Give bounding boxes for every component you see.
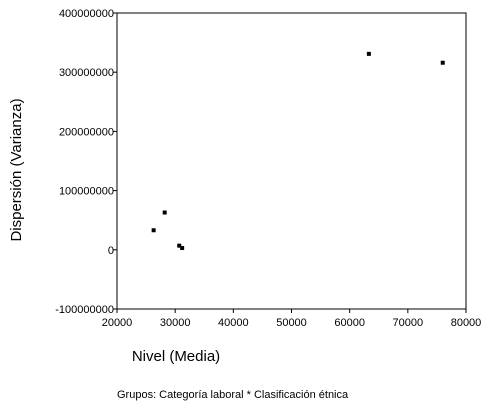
x-tick-label: 60000 [334, 317, 365, 329]
x-tick-label: 50000 [276, 317, 307, 329]
data-points [151, 51, 445, 251]
y-tick-label: 400000000 [59, 8, 114, 20]
x-tick-label: 30000 [160, 317, 191, 329]
data-point [366, 51, 371, 56]
x-tick-label: 70000 [393, 317, 424, 329]
y-tick-label: 200000000 [59, 126, 114, 138]
groups-footnote: Grupos: Categoría laboral * Clasificació… [117, 389, 349, 401]
y-axis-ticks: -100000000 0 100000000 200000000 300000000 40… [55, 8, 117, 316]
y-axis-title: Dispersión (Varianza) [8, 98, 25, 241]
x-axis-ticks: 20000 30000 40000 50000 60000 70000 80000 [102, 309, 482, 329]
data-point [177, 243, 182, 248]
plot-frame [116, 12, 467, 310]
x-tick-label: 20000 [102, 317, 133, 329]
y-tick-label: 300000000 [59, 67, 114, 79]
data-point [151, 228, 156, 233]
x-tick-label: 80000 [451, 317, 482, 329]
data-point [440, 60, 445, 65]
x-axis-title: Nivel (Media) [132, 348, 220, 365]
y-tick-label: -100000000 [55, 304, 114, 316]
x-tick-label: 40000 [218, 317, 249, 329]
y-tick-label: 0 [108, 245, 114, 257]
data-point [162, 210, 167, 215]
data-point [180, 246, 185, 251]
y-tick-label: 100000000 [59, 186, 114, 198]
